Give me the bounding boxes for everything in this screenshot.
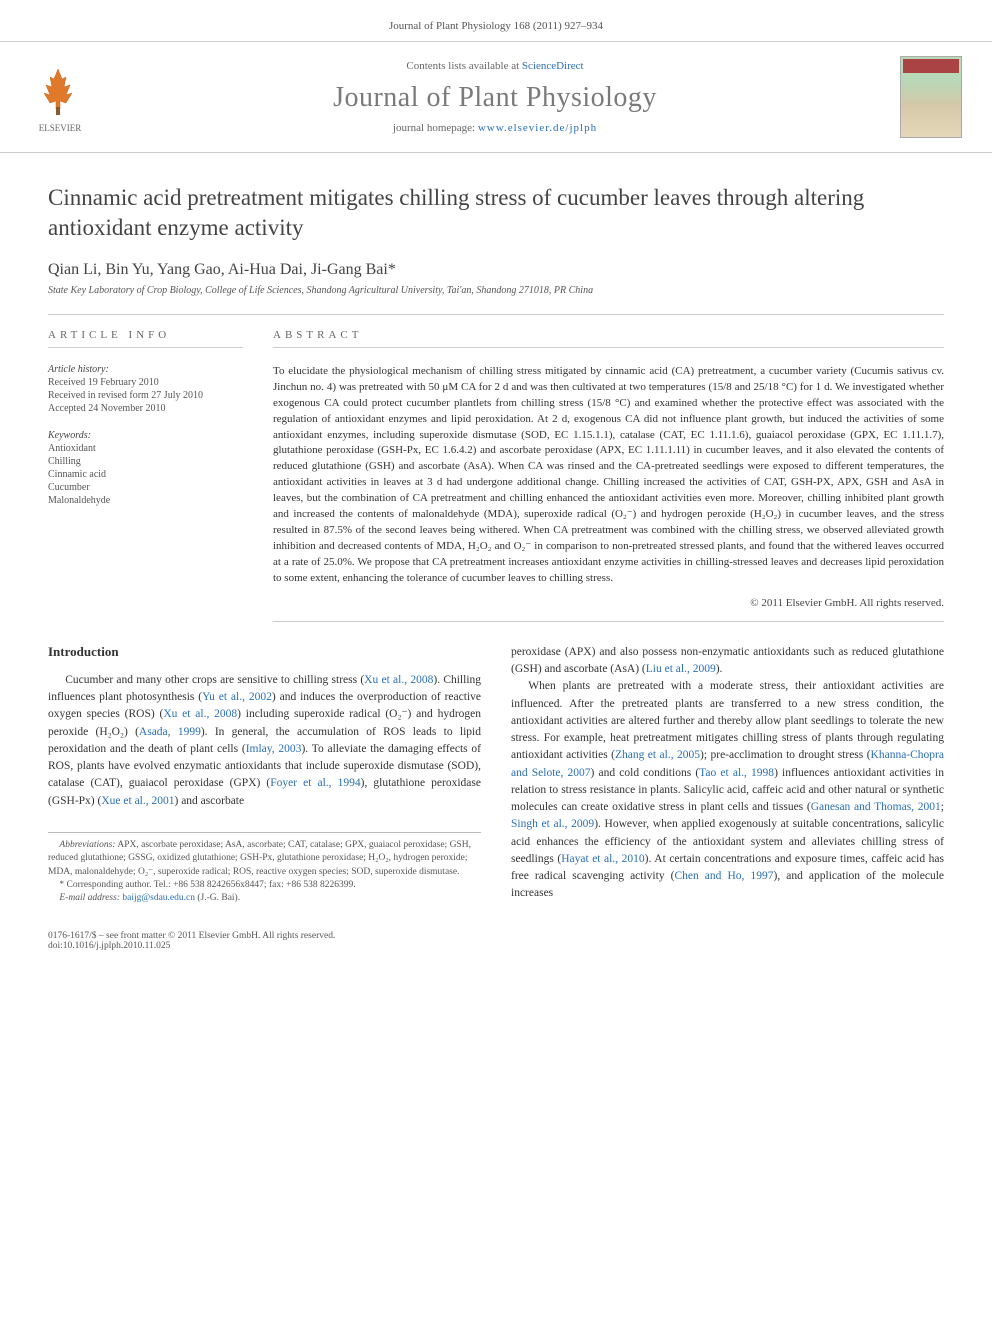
keyword: Cinnamic acid bbox=[48, 469, 243, 480]
email-link[interactable]: baijg@sdau.edu.cn bbox=[122, 893, 195, 903]
keyword: Malonaldehyde bbox=[48, 495, 243, 506]
abstract-copyright: © 2011 Elsevier GmbH. All rights reserve… bbox=[273, 597, 944, 622]
sciencedirect-link[interactable]: ScienceDirect bbox=[522, 60, 584, 72]
masthead: ELSEVIER Contents lists available at Sci… bbox=[0, 41, 992, 153]
abstract-text: To elucidate the physiological mechanism… bbox=[273, 364, 944, 587]
info-abstract-row: article info Article history: Received 1… bbox=[48, 314, 944, 622]
citation[interactable]: Yu et al., 2002 bbox=[202, 691, 272, 703]
t: ). bbox=[716, 663, 723, 675]
abstract-col: abstract To elucidate the physiological … bbox=[273, 329, 944, 622]
homepage-prefix: journal homepage: bbox=[393, 122, 478, 134]
page-footer: 0176-1617/$ – see front matter © 2011 El… bbox=[0, 931, 992, 971]
citation[interactable]: Chen and Ho, 1997 bbox=[674, 870, 773, 882]
left-column: Introduction Cucumber and many other cro… bbox=[48, 644, 481, 905]
homepage-url[interactable]: www.elsevier.de/jplph bbox=[478, 122, 597, 134]
abstract-heading: abstract bbox=[273, 329, 944, 348]
t: peroxidase (APX) and also possess non-en… bbox=[511, 646, 944, 675]
keywords-label: Keywords: bbox=[48, 430, 243, 441]
accepted-date: Accepted 24 November 2010 bbox=[48, 403, 243, 414]
intro-paragraph-left: Cucumber and many other crops are sensit… bbox=[48, 672, 481, 810]
footnotes: Abbreviations: APX, ascorbate peroxidase… bbox=[48, 832, 481, 905]
citation[interactable]: Singh et al., 2009 bbox=[511, 818, 594, 830]
revised-date: Received in revised form 27 July 2010 bbox=[48, 390, 243, 401]
elsevier-tree-icon bbox=[30, 61, 86, 117]
t: ); pre-acclimation to drought stress ( bbox=[700, 749, 871, 761]
running-header: Journal of Plant Physiology 168 (2011) 9… bbox=[0, 0, 992, 41]
citation[interactable]: Liu et al., 2009 bbox=[646, 663, 716, 675]
journal-cover-thumbnail bbox=[900, 56, 962, 138]
journal-reference: Journal of Plant Physiology 168 (2011) 9… bbox=[389, 20, 603, 32]
article-history-block: Article history: Received 19 February 20… bbox=[48, 364, 243, 414]
article-title: Cinnamic acid pretreatment mitigates chi… bbox=[48, 183, 944, 243]
introduction-heading: Introduction bbox=[48, 644, 481, 660]
elsevier-logo: ELSEVIER bbox=[30, 61, 90, 133]
t: Cucumber and many other crops are sensit… bbox=[65, 674, 364, 686]
citation[interactable]: Asada, 1999 bbox=[139, 726, 201, 738]
right-column: peroxidase (APX) and also possess non-en… bbox=[511, 644, 944, 905]
article-body: Cinnamic acid pretreatment mitigates chi… bbox=[0, 153, 992, 925]
history-label: Article history: bbox=[48, 364, 243, 375]
keyword: Antioxidant bbox=[48, 443, 243, 454]
masthead-center: Contents lists available at ScienceDirec… bbox=[110, 60, 880, 134]
citation[interactable]: Xue et al., 2001 bbox=[101, 795, 174, 807]
email-suffix: (J.-G. Bai). bbox=[195, 893, 240, 903]
citation[interactable]: Imlay, 2003 bbox=[246, 743, 302, 755]
journal-title: Journal of Plant Physiology bbox=[110, 82, 880, 114]
t: ) and ascorbate bbox=[175, 795, 245, 807]
citation[interactable]: Hayat et al., 2010 bbox=[561, 853, 644, 865]
intro-paragraph-right: peroxidase (APX) and also possess non-en… bbox=[511, 644, 944, 903]
t: ) and cold conditions ( bbox=[591, 767, 700, 779]
elsevier-label: ELSEVIER bbox=[30, 123, 90, 133]
keywords-block: Keywords: Antioxidant Chilling Cinnamic … bbox=[48, 430, 243, 506]
corr-label: * Corresponding author. bbox=[59, 880, 153, 890]
t: ; bbox=[941, 801, 944, 813]
citation[interactable]: Ganesan and Thomas, 2001 bbox=[811, 801, 941, 813]
corr-text: Tel.: +86 538 8242656x8447; fax: +86 538… bbox=[154, 880, 356, 890]
citation[interactable]: Zhang et al., 2005 bbox=[615, 749, 700, 761]
authors: Qian Li, Bin Yu, Yang Gao, Ai-Hua Dai, J… bbox=[48, 261, 944, 279]
contents-line: Contents lists available at ScienceDirec… bbox=[110, 60, 880, 72]
article-info-heading: article info bbox=[48, 329, 243, 348]
email-label: E-mail address: bbox=[59, 893, 122, 903]
abbrev-label: Abbreviations: bbox=[59, 840, 115, 850]
contents-prefix: Contents lists available at bbox=[406, 60, 521, 72]
affiliation: State Key Laboratory of Crop Biology, Co… bbox=[48, 285, 944, 296]
homepage-line: journal homepage: www.elsevier.de/jplph bbox=[110, 122, 880, 134]
main-columns: Introduction Cucumber and many other cro… bbox=[48, 644, 944, 905]
citation[interactable]: Xu et al., 2008 bbox=[163, 708, 237, 720]
footer-line-1: 0176-1617/$ – see front matter © 2011 El… bbox=[48, 931, 944, 941]
keyword: Chilling bbox=[48, 456, 243, 467]
received-date: Received 19 February 2010 bbox=[48, 377, 243, 388]
keyword: Cucumber bbox=[48, 482, 243, 493]
footer-doi: doi:10.1016/j.jplph.2010.11.025 bbox=[48, 941, 944, 951]
citation[interactable]: Foyer et al., 1994 bbox=[270, 777, 360, 789]
citation[interactable]: Tao et al., 1998 bbox=[699, 767, 774, 779]
citation[interactable]: Xu et al., 2008 bbox=[364, 674, 433, 686]
article-info-col: article info Article history: Received 1… bbox=[48, 329, 243, 622]
